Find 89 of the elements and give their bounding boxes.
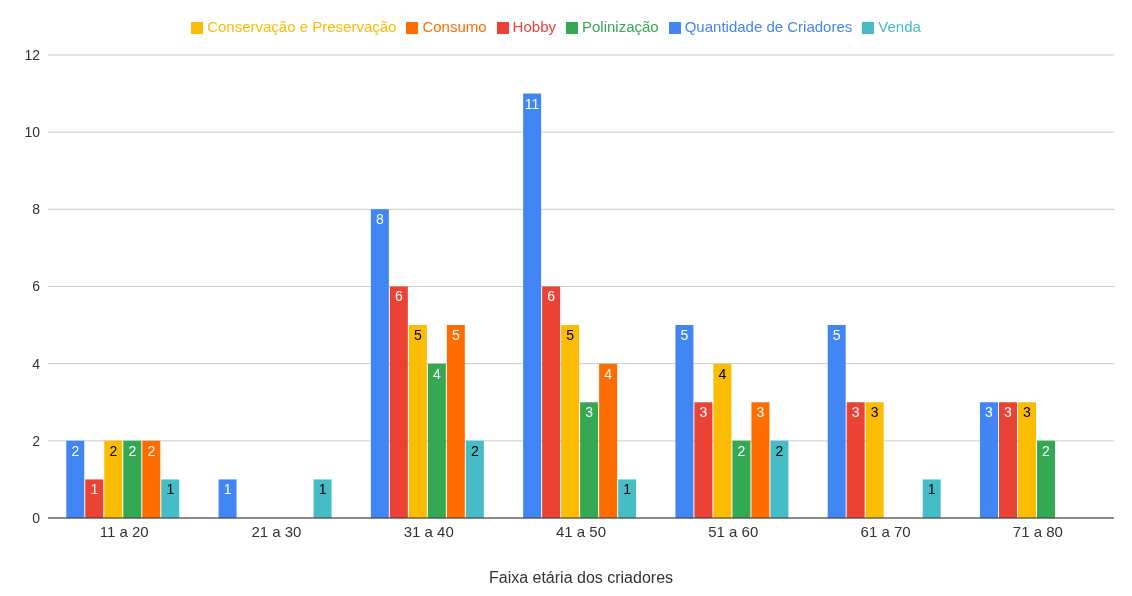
data-label: 2 bbox=[128, 442, 137, 459]
data-label: 3 bbox=[985, 404, 994, 421]
x-tick-label: 11 a 20 bbox=[99, 522, 149, 540]
legend-label: Hobby bbox=[512, 18, 556, 35]
x-axis-title: Faixa etária dos criadores bbox=[488, 569, 674, 586]
bar bbox=[218, 479, 237, 518]
bar bbox=[561, 325, 580, 518]
bar bbox=[618, 479, 637, 518]
data-label: 2 bbox=[71, 442, 80, 459]
bar bbox=[827, 325, 846, 518]
bar bbox=[104, 440, 123, 518]
bar bbox=[523, 93, 542, 518]
data-label: 1 bbox=[166, 481, 175, 498]
x-tick-label: 31 a 40 bbox=[403, 522, 454, 540]
y-tick-label: 0 bbox=[32, 509, 41, 526]
bar bbox=[1017, 402, 1036, 518]
x-tick-label: 51 a 60 bbox=[708, 522, 759, 540]
bar bbox=[389, 286, 408, 518]
data-label: 3 bbox=[851, 404, 860, 421]
data-label: 2 bbox=[470, 442, 479, 459]
data-label: 3 bbox=[699, 404, 708, 421]
bar bbox=[542, 286, 561, 518]
bar bbox=[922, 479, 941, 518]
x-tick-label: 61 a 70 bbox=[860, 522, 911, 540]
bar bbox=[85, 479, 104, 518]
y-tick-label: 2 bbox=[32, 432, 41, 449]
bar bbox=[694, 402, 713, 518]
data-label: 2 bbox=[775, 442, 784, 459]
bar bbox=[675, 325, 694, 518]
data-label: 1 bbox=[223, 481, 232, 498]
data-label: 5 bbox=[832, 327, 841, 344]
data-label: 3 bbox=[585, 404, 594, 421]
data-label: 2 bbox=[737, 442, 746, 459]
x-tick-label: 71 a 80 bbox=[1012, 522, 1063, 540]
legend-label: Conservação e Preservação bbox=[207, 18, 397, 35]
data-label: 5 bbox=[413, 327, 422, 344]
bar bbox=[427, 363, 446, 518]
data-label: 11 bbox=[524, 95, 540, 112]
data-label: 1 bbox=[90, 481, 99, 498]
data-label: 5 bbox=[451, 327, 460, 344]
bar bbox=[580, 402, 599, 518]
y-tick-label: 6 bbox=[32, 278, 41, 295]
data-label: 3 bbox=[1004, 404, 1013, 421]
y-tick-label: 10 bbox=[24, 124, 41, 141]
bar bbox=[465, 440, 484, 518]
bar bbox=[123, 440, 142, 518]
bar bbox=[732, 440, 751, 518]
bar bbox=[370, 209, 389, 518]
bar bbox=[599, 363, 618, 518]
legend-label: Polinização bbox=[581, 18, 659, 35]
bar bbox=[1036, 440, 1055, 518]
y-tick-label: 4 bbox=[32, 355, 41, 372]
bar bbox=[713, 363, 732, 518]
data-label: 4 bbox=[604, 365, 613, 382]
y-tick-label: 12 bbox=[24, 46, 41, 63]
data-label: 3 bbox=[870, 404, 879, 421]
legend-label: Quantidade de Criadores bbox=[684, 18, 853, 35]
data-label: 4 bbox=[718, 365, 727, 382]
x-tick-label: 41 a 50 bbox=[555, 522, 607, 540]
bar bbox=[998, 402, 1017, 518]
bar bbox=[751, 402, 770, 518]
bar bbox=[446, 325, 465, 518]
legend-label: Consumo bbox=[422, 18, 487, 35]
data-label: 3 bbox=[756, 404, 765, 421]
data-label: 1 bbox=[623, 481, 632, 498]
bar bbox=[408, 325, 427, 518]
data-label: 2 bbox=[109, 442, 118, 459]
bar bbox=[66, 440, 85, 518]
bar bbox=[865, 402, 884, 518]
data-label: 5 bbox=[680, 327, 689, 344]
data-label: 6 bbox=[547, 288, 556, 305]
data-label: 6 bbox=[394, 288, 403, 305]
legend-label: Venda bbox=[878, 18, 921, 35]
bar bbox=[979, 402, 998, 518]
data-label: 2 bbox=[1042, 442, 1051, 459]
bar bbox=[161, 479, 180, 518]
bar bbox=[846, 402, 865, 518]
bar bbox=[770, 440, 789, 518]
data-label: 5 bbox=[566, 327, 575, 344]
data-label: 2 bbox=[147, 442, 156, 459]
y-tick-label: 8 bbox=[32, 201, 41, 218]
data-label: 4 bbox=[432, 365, 441, 382]
x-tick-label: 21 a 30 bbox=[251, 522, 302, 540]
data-label: 3 bbox=[1023, 404, 1032, 421]
data-label: 8 bbox=[375, 211, 384, 228]
data-label: 1 bbox=[927, 481, 936, 498]
bar bbox=[313, 479, 332, 518]
bar bbox=[142, 440, 161, 518]
data-label: 1 bbox=[318, 481, 327, 498]
